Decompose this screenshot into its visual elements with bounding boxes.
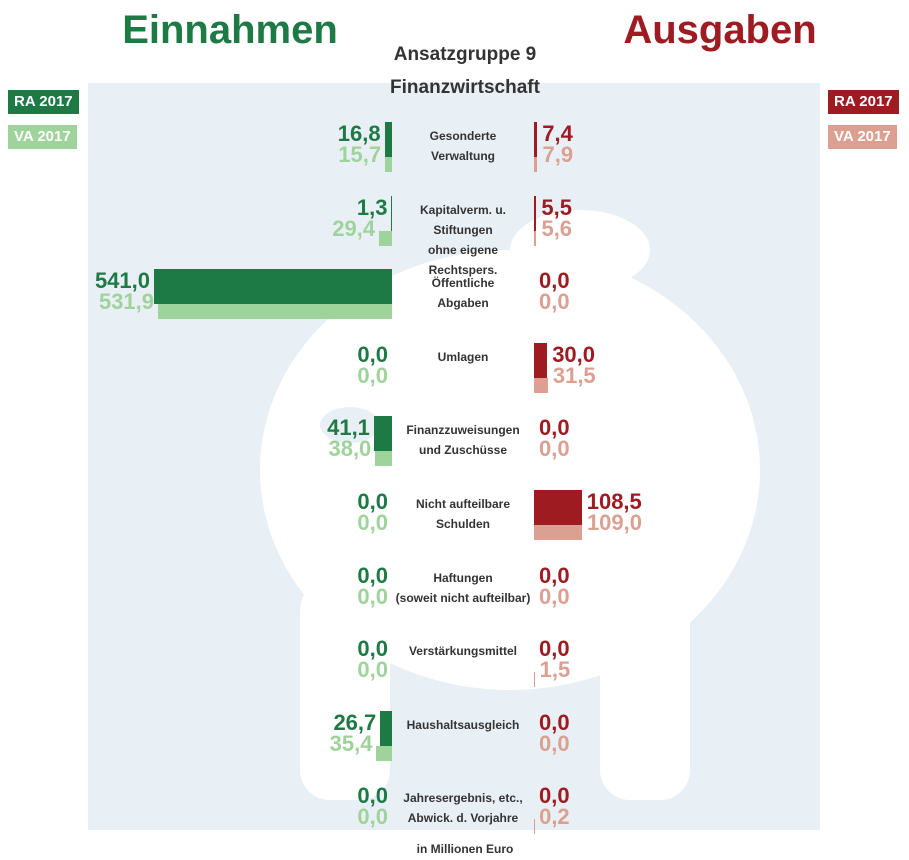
piggy-eye: [320, 407, 380, 443]
category-label: Öffentliche Abgaben: [431, 276, 495, 311]
value-label: 0,0: [539, 289, 570, 315]
value-label: 5,6: [541, 215, 573, 241]
bar: [534, 525, 582, 540]
value-label: 7,4: [542, 121, 573, 146]
left-title: Einnahmen: [122, 8, 338, 52]
bar: [534, 377, 548, 393]
value-label: 108,5: [586, 489, 642, 514]
category-label: Jahresergebnis, etc., Abwick. d. Vorjahr…: [403, 791, 523, 826]
note: in Millionen Euro: [416, 842, 514, 856]
piggy-ear: [510, 210, 650, 290]
value-label: 35,4: [329, 730, 373, 756]
category-label: Nicht aufteilbare Schulden: [415, 497, 511, 531]
category-label: Kapitalverm. u. Stiftungen ohne eigene R…: [419, 202, 507, 277]
value-label: 1,3: [356, 194, 388, 220]
value-label: 0,0: [539, 783, 570, 809]
bar: [158, 304, 392, 320]
chart-title: Ansatzgruppe 9: [393, 44, 537, 65]
chart-subtitle: Finanzwirtschaft: [390, 77, 540, 98]
legend-entry: VA 2017: [8, 125, 77, 149]
value-label: 531,9: [98, 289, 155, 315]
value-label: 0,0: [539, 436, 570, 462]
value-label: 0,0: [539, 415, 570, 441]
value-label: 0,0: [357, 636, 388, 662]
legend-entry: RA 2017: [8, 90, 79, 114]
value-label: 0,0: [357, 489, 388, 514]
value-label: 5,5: [541, 194, 572, 220]
value-label: 1,5: [539, 657, 571, 683]
value-label: 109,0: [586, 510, 642, 535]
value-label: 0,0: [539, 583, 570, 609]
category-label: Finanzzuweisungen und Zuschüsse: [406, 423, 520, 458]
bar: [534, 195, 537, 231]
bar: [534, 490, 582, 525]
value-label: 0,0: [357, 583, 388, 609]
category-label: Haushaltsausgleich: [406, 717, 520, 732]
value-label: 29,4: [332, 215, 376, 241]
category-label: Gesonderte Verwaltung: [429, 129, 497, 163]
legend-entry: RA 2017: [828, 90, 899, 114]
bar: [154, 269, 392, 305]
value-label: 16,8: [337, 121, 381, 146]
category-label: Verstärkungsmittel: [408, 644, 518, 659]
bar: [373, 416, 392, 452]
bar: [379, 230, 392, 246]
category-label: Umlagen: [437, 349, 489, 364]
value-label: 0,2: [539, 804, 570, 830]
value-label: 0,0: [539, 730, 570, 756]
bar: [534, 157, 538, 172]
value-label: 0,0: [357, 341, 388, 367]
value-label: 31,5: [552, 362, 596, 388]
bar: [385, 157, 392, 172]
piggy-leg: [600, 580, 690, 800]
value-label: 0,0: [539, 636, 570, 662]
legend-entry: VA 2017: [828, 125, 897, 149]
bar: [534, 122, 538, 157]
value-label: 0,0: [539, 268, 570, 294]
value-label: 0,0: [539, 562, 570, 588]
value-label: 0,0: [357, 804, 388, 830]
value-label: 541,0: [94, 268, 150, 294]
value-label: 0,0: [357, 657, 388, 683]
value-label: 0,0: [357, 510, 388, 535]
value-label: 26,7: [333, 709, 377, 735]
value-label: 0,0: [357, 783, 388, 809]
piggy-leg: [300, 580, 390, 800]
bar: [534, 672, 535, 688]
bar: [376, 745, 392, 761]
bar: [380, 710, 392, 746]
right-title: Ausgaben: [623, 8, 817, 52]
value-label: 41,1: [327, 415, 370, 441]
bar: [534, 230, 537, 246]
bar: [534, 342, 548, 378]
value-label: 0,0: [357, 562, 388, 588]
bar: [391, 195, 392, 231]
value-label: 0,0: [357, 362, 388, 388]
category-label: Haftungen (soweit nicht aufteilbar): [395, 570, 531, 605]
bar: [375, 451, 392, 467]
value-label: 30,0: [552, 341, 596, 367]
bar: [384, 122, 392, 157]
value-label: 7,9: [542, 142, 574, 167]
value-label: 38,0: [328, 436, 372, 462]
value-label: 0,0: [539, 709, 570, 735]
value-label: 15,7: [338, 142, 382, 167]
